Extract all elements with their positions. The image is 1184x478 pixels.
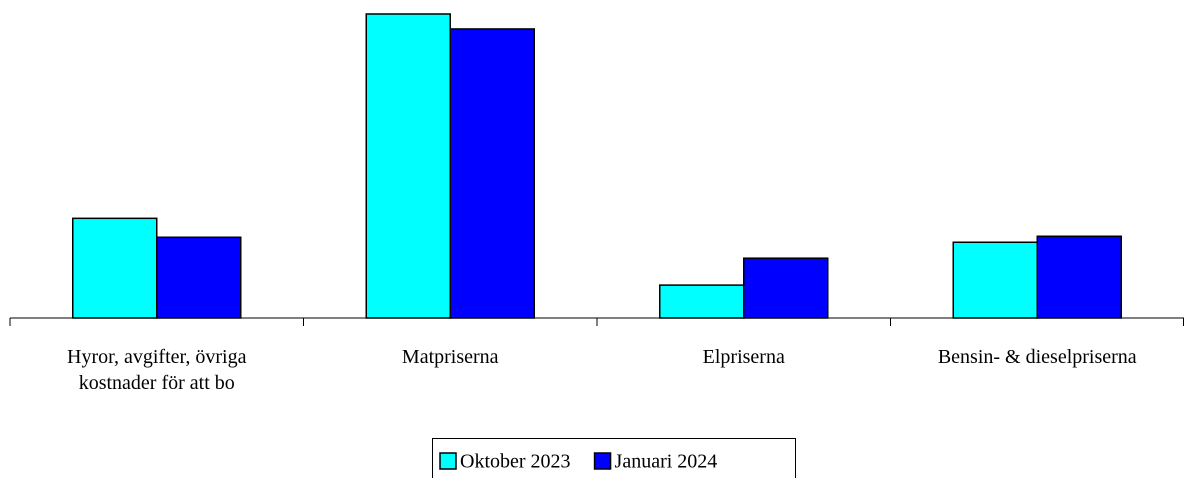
legend-label: Oktober 2023 bbox=[460, 451, 571, 473]
bar bbox=[659, 284, 745, 319]
x-tick-label: Bensin- & dieselpriserna bbox=[937, 346, 1137, 368]
x-tick-label: Hyror, avgifter, övriga kostnader för at… bbox=[67, 346, 247, 394]
x-tick-label: Matpriserna bbox=[401, 346, 499, 368]
legend-label: Januari 2024 bbox=[615, 451, 718, 473]
legend-swatch bbox=[439, 452, 457, 470]
x-tick-label: Elpriserna bbox=[702, 346, 785, 368]
bar bbox=[156, 236, 242, 319]
bar bbox=[743, 257, 829, 319]
legend-swatch bbox=[593, 452, 612, 470]
bar bbox=[72, 217, 158, 319]
bar bbox=[952, 241, 1038, 319]
bar bbox=[1036, 235, 1122, 319]
bar bbox=[449, 28, 535, 319]
legend-box bbox=[432, 438, 796, 478]
bar bbox=[365, 13, 451, 319]
